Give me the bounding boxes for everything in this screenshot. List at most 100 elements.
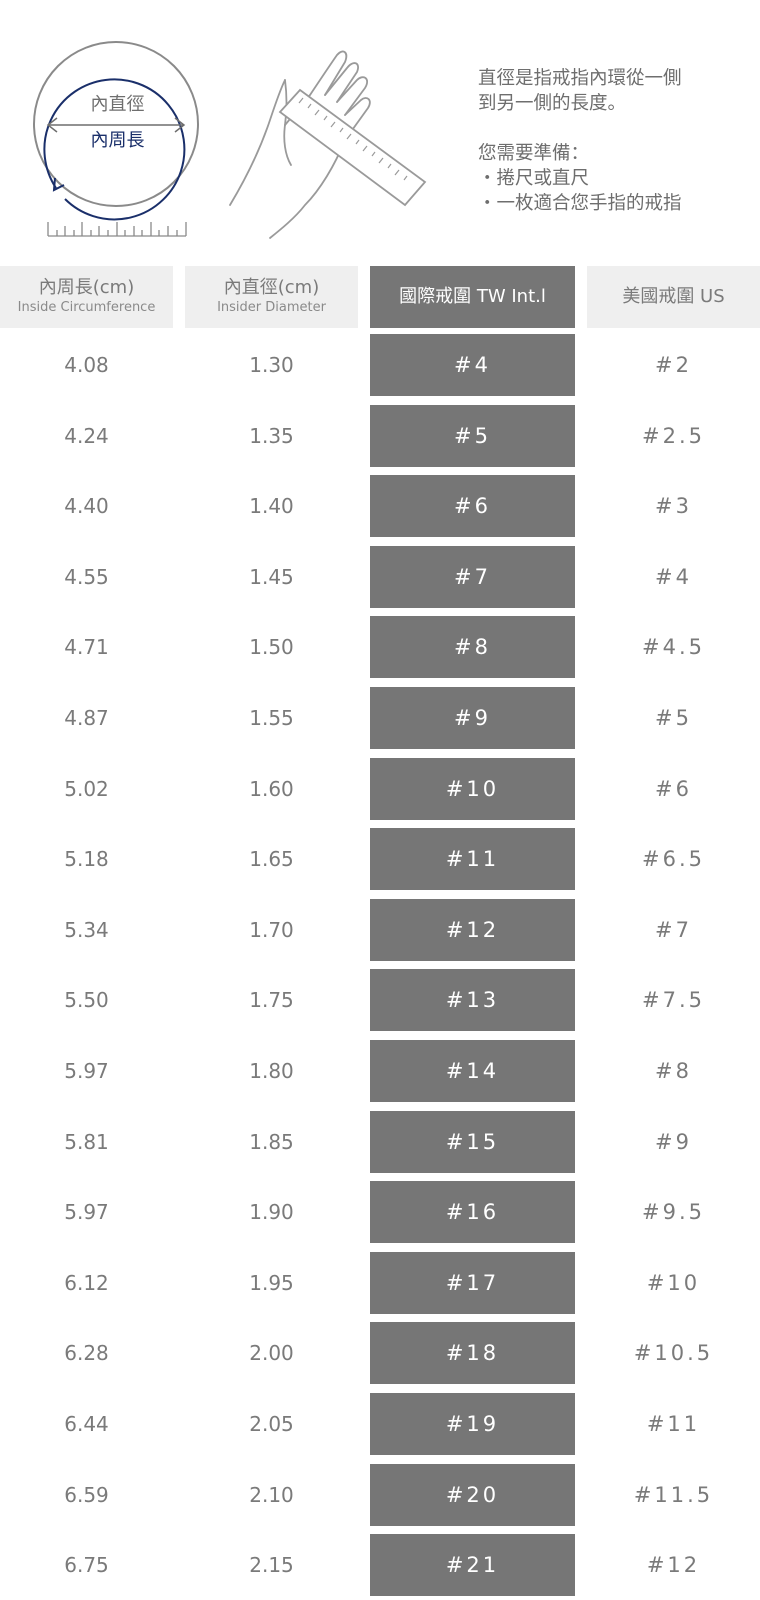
diameter-cell: 2.00 [249,1341,294,1366]
diameter-cell: 1.80 [249,1059,294,1083]
us-size-cell: #10 [646,1270,701,1295]
hand-ruler-illustration [225,40,435,245]
table-row: 6.59 2.10 #20 #11.5 [0,1463,760,1526]
diameter-cell: 1.95 [249,1270,294,1295]
table-row: 6.28 2.00 #18 #10.5 [0,1322,760,1385]
us-size-cell: #9.5 [642,1200,705,1225]
ring-measure-icon [33,41,199,237]
us-size-cell: #11.5 [633,1482,714,1507]
circumference-cell: 5.81 [64,1129,109,1154]
tw-size-cell: #17 [370,1251,575,1314]
us-size-cell: #2 [655,353,692,377]
table-row: 5.50 1.75 #13 #7.5 [0,969,760,1032]
circumference-cell: 5.50 [64,988,109,1013]
circumference-cell: 6.59 [64,1482,109,1507]
diameter-cell: 2.10 [249,1482,294,1507]
tw-size-cell: #12 [370,898,575,961]
us-size-cell: #4.5 [642,635,705,660]
us-size-cell: #6.5 [642,847,705,872]
circumference-cell: 6.44 [64,1412,109,1436]
circumference-cell: 6.75 [64,1553,109,1578]
table-row: 4.40 1.40 #6 #3 [0,475,760,538]
circumference-cell: 5.18 [64,847,109,872]
diameter-cell: 1.55 [249,706,294,730]
diameter-cell: 2.15 [249,1553,294,1578]
tw-size-cell: #18 [370,1322,575,1385]
circumference-cell: 4.40 [64,494,109,519]
tw-size-cell: #15 [370,1110,575,1173]
tw-size-cell: #7 [370,545,575,608]
tw-size-cell: #19 [370,1393,575,1455]
us-size-cell: #12 [646,1553,701,1578]
ring-diagram: 內直徑 內周長 [30,38,205,243]
diameter-cell: 2.05 [249,1412,294,1436]
us-size-cell: #11 [646,1412,701,1436]
us-size-cell: #7 [655,917,692,942]
circumference-cell: 5.34 [64,917,109,942]
header-us-size: 美國戒圍 US [587,266,760,328]
prep-item: ・一枚適合您手指的戒指 [478,193,682,214]
circumference-cell: 4.87 [64,706,109,730]
circumference-cell: 4.71 [64,635,109,660]
header-tw-size: 國際戒圍 TW Int.l [370,266,575,328]
circumference-cell: 4.55 [64,564,109,589]
diameter-cell: 1.90 [249,1200,294,1225]
circumference-cell: 5.97 [64,1059,109,1083]
diameter-cell: 1.30 [249,353,294,377]
diameter-cell: 1.45 [249,564,294,589]
us-size-cell: #3 [655,494,692,519]
header-diameter: 內直徑(cm) Insider Diameter [185,266,358,328]
table-row: 6.75 2.15 #21 #12 [0,1534,760,1597]
circumference-cell: 4.08 [64,353,109,377]
table-row: 6.44 2.05 #19 #11 [0,1393,760,1455]
us-size-cell: #10.5 [633,1341,714,1366]
instruction-line: 到另一側的長度。 [478,93,627,114]
us-size-cell: #8 [655,1059,692,1083]
table-row: 5.81 1.85 #15 #9 [0,1110,760,1173]
tw-size-cell: #9 [370,687,575,749]
diameter-cell: 1.70 [249,917,294,942]
table-row: 4.71 1.50 #8 #4.5 [0,616,760,679]
table-row: 4.08 1.30 #4 #2 [0,334,760,396]
diameter-cell: 1.85 [249,1129,294,1154]
tw-size-cell: #5 [370,404,575,467]
tw-size-cell: #20 [370,1463,575,1526]
tw-size-cell: #10 [370,757,575,820]
circumference-cell: 5.02 [64,776,109,801]
table-header: 內周長(cm) Inside Circumference 內直徑(cm) Ins… [0,266,760,328]
table-row: 5.34 1.70 #12 #7 [0,898,760,961]
table-row: 4.24 1.35 #5 #2.5 [0,404,760,467]
diameter-cell: 1.60 [249,776,294,801]
instruction-line: 直徑是指戒指內環從一側 [478,68,682,89]
table-row: 5.18 1.65 #11 #6.5 [0,828,760,891]
tw-size-cell: #14 [370,1040,575,1102]
diameter-cell: 1.40 [249,494,294,519]
diameter-cell: 1.65 [249,847,294,872]
us-size-cell: #7.5 [642,988,705,1013]
circumference-cell: 6.28 [64,1341,109,1366]
us-size-cell: #5 [655,706,692,730]
diameter-cell: 1.35 [249,423,294,448]
intro-section: 內直徑 內周長 [0,0,760,262]
table-row: 5.97 1.80 #14 #8 [0,1040,760,1102]
tw-size-cell: #21 [370,1534,575,1597]
tw-size-cell: #13 [370,969,575,1032]
table-row: 5.02 1.60 #10 #6 [0,757,760,820]
hand-with-ruler-icon [229,50,427,239]
tw-size-cell: #4 [370,334,575,396]
table-row: 6.12 1.95 #17 #10 [0,1251,760,1314]
diameter-cell: 1.50 [249,635,294,660]
us-size-cell: #6 [655,776,692,801]
measurement-instructions: 直徑是指戒指內環從一側 到另一側的長度。 您需要準備： ・捲尺或直尺 ・一枚適合… [478,66,748,216]
circumference-cell: 4.24 [64,423,109,448]
us-size-cell: #4 [655,564,692,589]
us-size-cell: #2.5 [642,423,705,448]
circumference-cell: 5.97 [64,1200,109,1225]
circumference-cell: 6.12 [64,1270,109,1295]
table-row: 4.55 1.45 #7 #4 [0,545,760,608]
tw-size-cell: #16 [370,1181,575,1244]
diameter-cell: 1.75 [249,988,294,1013]
header-circumference: 內周長(cm) Inside Circumference [0,266,173,328]
tw-size-cell: #6 [370,475,575,538]
prep-item: ・捲尺或直尺 [478,168,590,189]
